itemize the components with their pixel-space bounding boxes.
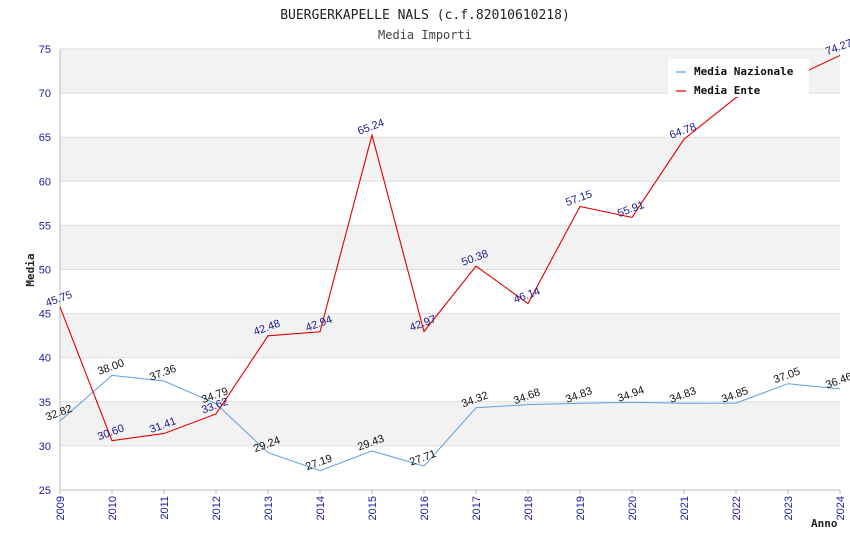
axes <box>59 49 841 494</box>
x-tick-2022: 2022 <box>731 496 743 520</box>
legend-label-media-ente: Media Ente <box>694 84 761 97</box>
data-label-media-ente-2015: 65.24 <box>356 117 386 138</box>
x-tick-2010: 2010 <box>107 496 119 520</box>
y-tick-45: 45 <box>39 309 51 321</box>
chart-title: BUERGERKAPELLE NALS (c.f.82010610218) <box>280 8 570 23</box>
legend: Media Nazionale Media Ente <box>668 59 809 97</box>
x-tick-2021: 2021 <box>679 496 691 520</box>
x-tick-2011: 2011 <box>159 496 171 520</box>
x-tick-labels: 2009 2010 2011 2012 2013 2014 2015 2016 2017 2018… <box>55 496 847 520</box>
y-tick-70: 70 <box>39 88 51 100</box>
band-40-45 <box>60 313 840 358</box>
x-tick-2023: 2023 <box>783 496 795 520</box>
band-50-55 <box>60 225 840 270</box>
legend-box <box>668 59 809 97</box>
y-tick-25: 25 <box>39 485 51 497</box>
y-tick-60: 60 <box>39 176 51 188</box>
x-tick-2024: 2024 <box>835 496 847 520</box>
series-line-media-ente <box>59 54 841 442</box>
gridlines <box>60 48 840 491</box>
y-tick-75: 75 <box>39 44 51 56</box>
y-axis-label: Media <box>24 253 37 286</box>
y-tick-30: 30 <box>39 441 51 453</box>
x-axis-label: Anno <box>811 517 838 530</box>
chart-subtitle: Media Importi <box>378 28 472 42</box>
background-bands <box>60 49 840 446</box>
x-tick-2012: 2012 <box>211 496 223 520</box>
x-tick-2009: 2009 <box>55 496 67 520</box>
x-tick-2016: 2016 <box>419 496 431 520</box>
x-tick-2015: 2015 <box>367 496 379 520</box>
y-tick-35: 35 <box>39 397 51 409</box>
x-tick-2020: 2020 <box>627 496 639 520</box>
band-60-65 <box>60 137 840 182</box>
data-label-media-nazionale-2023: 37.05 <box>772 366 802 387</box>
x-tick-2018: 2018 <box>523 496 535 520</box>
data-label-media-ente-2009: 45.75 <box>44 289 74 310</box>
x-tick-2014: 2014 <box>315 496 327 520</box>
x-tick-2019: 2019 <box>575 496 587 520</box>
band-30-35 <box>60 401 840 446</box>
series-line-media-nazionale <box>59 374 841 472</box>
legend-label-media-nazionale: Media Nazionale <box>694 65 794 78</box>
y-tick-65: 65 <box>39 132 51 144</box>
y-tick-50: 50 <box>39 265 51 277</box>
x-tick-2013: 2013 <box>263 496 275 520</box>
y-tick-labels: 25 30 35 40 45 50 55 60 65 70 75 <box>39 44 51 497</box>
data-label-media-ente-2019: 57.15 <box>564 188 594 209</box>
y-tick-55: 55 <box>39 220 51 232</box>
data-label-media-nazionale-2010: 38.00 <box>96 357 126 378</box>
series-lines <box>59 54 841 472</box>
y-tick-40: 40 <box>39 353 51 365</box>
x-tick-2017: 2017 <box>471 496 483 520</box>
